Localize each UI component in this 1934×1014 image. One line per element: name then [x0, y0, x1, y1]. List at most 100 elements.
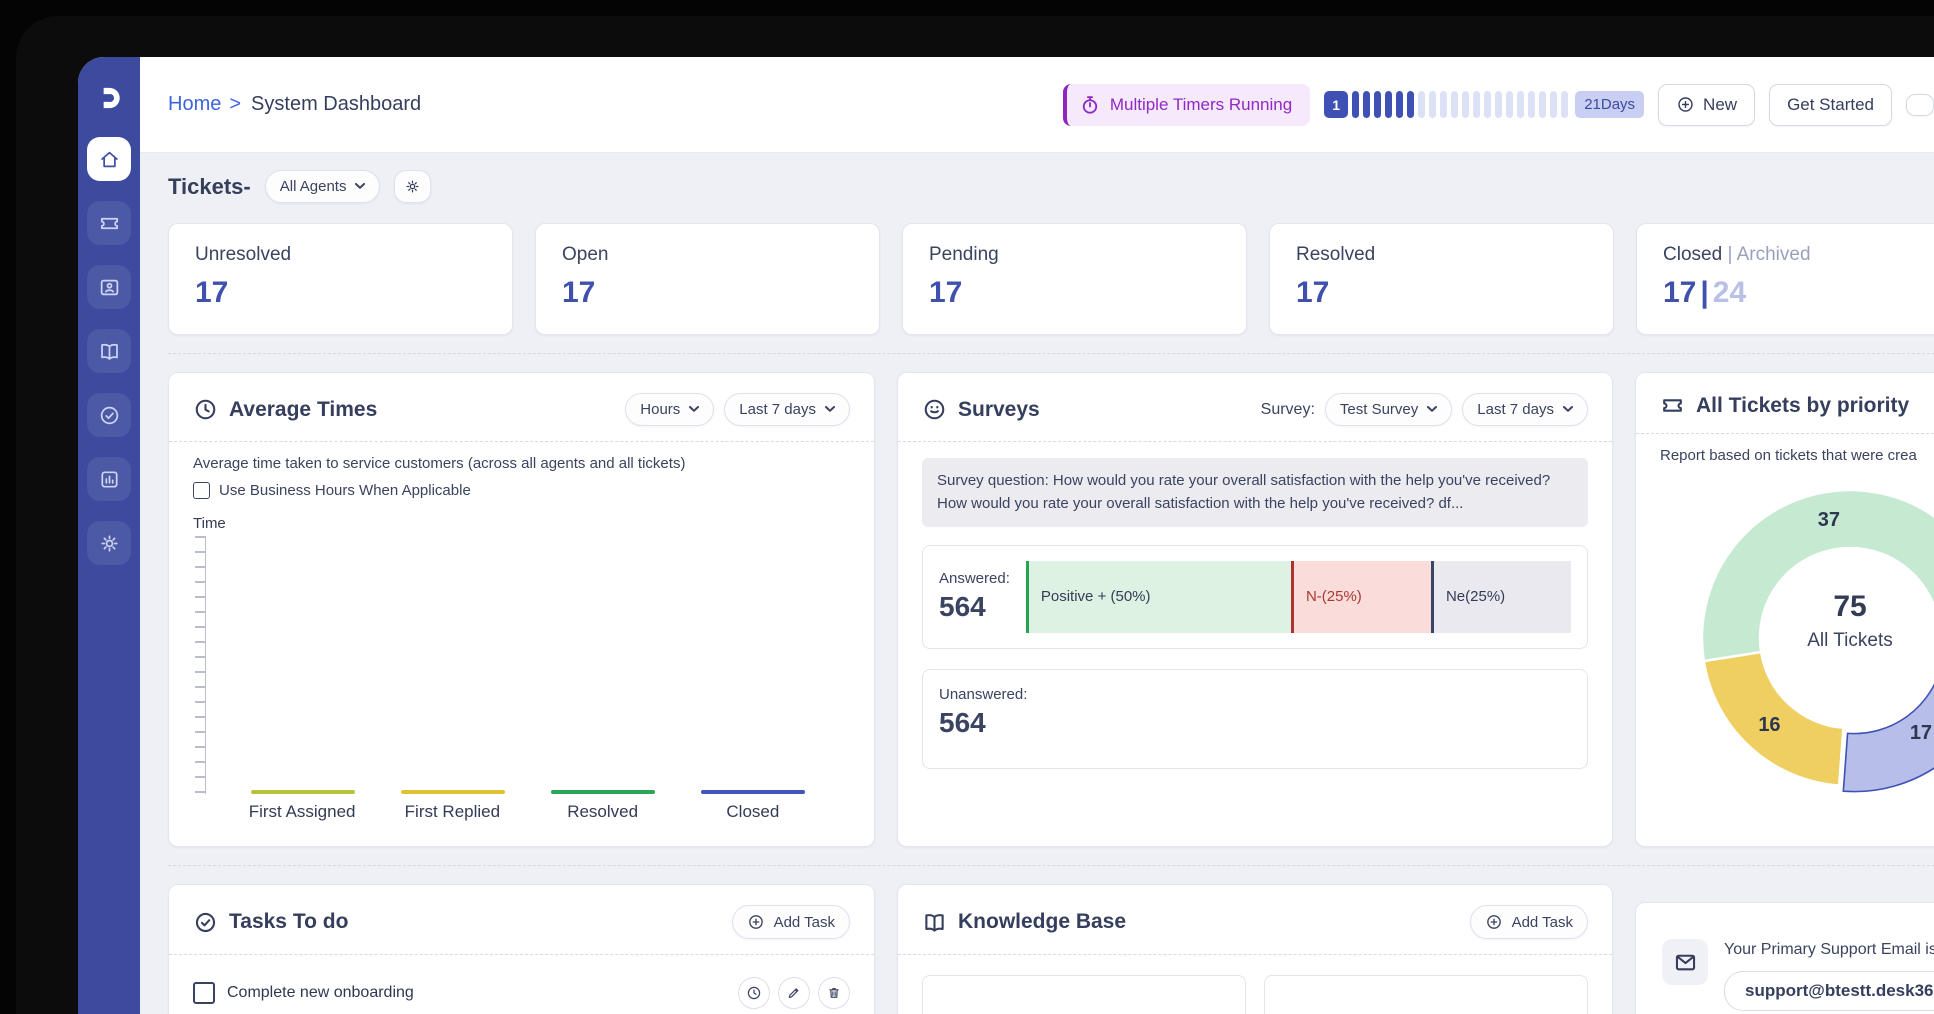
- bar-first-replied: [401, 790, 505, 794]
- business-hours-checkbox[interactable]: Use Business Hours When Applicable: [193, 482, 850, 499]
- gear-icon: [406, 180, 419, 193]
- donut-slice: [1700, 488, 1934, 663]
- tasks-check-icon: [195, 912, 216, 932]
- stat-card-pending: Pending 17: [902, 223, 1247, 335]
- chevron-down-icon: [355, 183, 366, 189]
- section-divider: [168, 353, 1934, 354]
- x-tick-label: Closed: [726, 802, 780, 821]
- sidebar-item-reports[interactable]: [87, 457, 131, 501]
- trial-segment: [1473, 91, 1481, 118]
- card-description: Average time taken to service customers …: [193, 455, 686, 472]
- stat-value: 17: [195, 276, 229, 309]
- agent-filter-dropdown[interactable]: All Agents: [264, 170, 381, 203]
- trial-segment: [1407, 91, 1415, 118]
- donut-center: 75 All Tickets: [1750, 590, 1934, 652]
- chevron-down-icon: [689, 406, 700, 412]
- stat-value: 17: [562, 276, 596, 309]
- knowledge-book-icon: [925, 913, 944, 932]
- divider: [169, 441, 874, 442]
- stopwatch-icon: [1082, 95, 1097, 114]
- trial-segment: [1352, 91, 1360, 118]
- sidebar-item-tickets[interactable]: [87, 201, 131, 245]
- task-schedule-button[interactable]: [738, 977, 770, 1009]
- card-title: Average Times: [229, 397, 378, 421]
- card-title: All Tickets by priority: [1696, 393, 1910, 417]
- contacts-card-icon: [100, 279, 118, 295]
- survey-select-dropdown[interactable]: Test Survey: [1324, 393, 1453, 426]
- bar-series: [206, 536, 850, 794]
- app-window: Home > System Dashboard Multiple Timers …: [78, 57, 1934, 1014]
- tickets-bar: Tickets- All Agents: [168, 170, 1934, 203]
- y-axis: [195, 536, 206, 794]
- multiple-timers-badge[interactable]: Multiple Timers Running: [1062, 83, 1311, 126]
- divider: [898, 441, 1612, 442]
- topbar-actions: Multiple Timers Running 1 21Days New Get …: [1062, 83, 1934, 126]
- sidebar-item-settings[interactable]: [87, 521, 131, 565]
- stat-value: 17: [1296, 276, 1330, 309]
- divider: [898, 954, 1612, 955]
- add-task-button[interactable]: Add Task: [731, 905, 850, 939]
- timer-badge-label: Multiple Timers Running: [1109, 94, 1293, 114]
- x-axis-labels: First Assigned First Replied Resolved Close…: [205, 802, 850, 822]
- unanswered-value: 564: [939, 706, 986, 738]
- trial-segment: [1561, 91, 1569, 118]
- trial-segment: [1484, 91, 1492, 118]
- add-task-button[interactable]: Add Task: [1469, 905, 1588, 939]
- ticket-icon: [100, 217, 118, 229]
- sidebar-item-contacts[interactable]: [87, 265, 131, 309]
- reports-chart-icon: [100, 470, 118, 488]
- trial-segment: [1550, 91, 1558, 118]
- sidebar-item-home[interactable]: [87, 137, 131, 181]
- widgets-row-2: Tasks To do Add Task Complete new onboar…: [168, 884, 1934, 1014]
- unit-filter-dropdown[interactable]: Hours: [625, 393, 715, 426]
- donut-slice: [1702, 650, 1845, 787]
- smiley-icon: [924, 399, 945, 420]
- tickets-section-title: Tickets-: [168, 173, 251, 199]
- brand-d-logo[interactable]: [94, 83, 124, 113]
- card-title: Surveys: [958, 397, 1040, 421]
- range-filter-dropdown[interactable]: Last 7 days: [1462, 393, 1588, 426]
- clock-icon: [747, 986, 761, 1000]
- trial-segment: [1396, 91, 1404, 118]
- new-button[interactable]: New: [1658, 83, 1756, 126]
- donut-slice-label: 17: [1910, 722, 1932, 744]
- trial-segment: [1517, 91, 1525, 118]
- task-edit-button[interactable]: [778, 977, 810, 1009]
- plus-circle-icon: [748, 915, 763, 929]
- donut-slice-label: 16: [1758, 714, 1780, 736]
- checkbox-icon[interactable]: [193, 482, 210, 499]
- x-tick-label: First Assigned: [248, 802, 356, 821]
- new-button-label: New: [1703, 94, 1738, 114]
- trial-segment: [1429, 91, 1437, 118]
- agent-filter-value: All Agents: [279, 178, 347, 195]
- unanswered-label: Unanswered:: [939, 685, 1028, 703]
- task-row: Complete new onboarding: [193, 977, 850, 1014]
- survey-segment: N-(25%): [1290, 560, 1431, 633]
- bar-closed: [701, 790, 805, 794]
- bar-slot: [228, 790, 378, 794]
- survey-filter-label: Survey:: [1260, 400, 1315, 418]
- trial-days-chip: 21Days: [1575, 91, 1645, 118]
- surveys-card: Surveys Survey: Test Survey Last 7 days: [897, 372, 1613, 847]
- stat-label: Resolved: [1296, 244, 1376, 265]
- support-email-value: support@btestt.desk36: [1724, 971, 1934, 1011]
- trial-segment: [1418, 91, 1426, 118]
- sidebar-item-knowledge-base[interactable]: [87, 329, 131, 373]
- stat-label: Unresolved: [195, 244, 292, 265]
- bar-first-assigned: [251, 790, 355, 794]
- clock-icon: [195, 399, 216, 420]
- task-checkbox[interactable]: [193, 982, 215, 1004]
- ticket-stats-row: Unresolved 17 Open 17 Pending 17 Resolve…: [168, 223, 1934, 335]
- sidebar-item-tasks[interactable]: [87, 393, 131, 437]
- bar-resolved: [551, 790, 655, 794]
- cut-off-button[interactable]: [1906, 93, 1934, 116]
- range-filter-dropdown[interactable]: Last 7 days: [724, 393, 850, 426]
- divider: [169, 954, 874, 955]
- get-started-label: Get Started: [1787, 94, 1874, 114]
- get-started-button[interactable]: Get Started: [1769, 83, 1892, 126]
- breadcrumb-home-link[interactable]: Home: [168, 93, 222, 115]
- task-delete-button[interactable]: [818, 977, 850, 1009]
- bar-slot: [678, 790, 828, 794]
- tickets-settings-button[interactable]: [394, 170, 432, 203]
- main-area: Home > System Dashboard Multiple Timers …: [140, 57, 1934, 1014]
